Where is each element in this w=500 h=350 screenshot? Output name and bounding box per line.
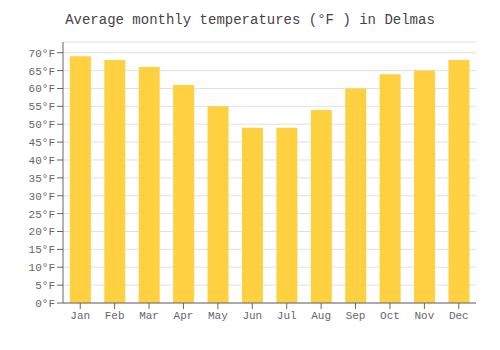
svg-text:5°F: 5°F (35, 280, 55, 292)
html-text:Average monthly temperatures (: Average monthly temperatures (°F ) in De… (65, 12, 435, 28)
svg-text:Oct: Oct (380, 310, 400, 322)
svg-text:Nov: Nov (414, 310, 434, 322)
svg-text:15°F: 15°F (29, 244, 55, 256)
svg-text:Mar: Mar (139, 310, 159, 322)
svg-text:Feb: Feb (105, 310, 125, 322)
svg-text:45°F: 45°F (29, 137, 55, 149)
svg-text:0°F: 0°F (35, 298, 55, 310)
svg-text:40°F: 40°F (29, 155, 55, 167)
svg-text:Dec: Dec (449, 310, 469, 322)
svg-text:20°F: 20°F (29, 226, 55, 238)
svg-text:Jan: Jan (70, 310, 90, 322)
svg-text:70°F: 70°F (29, 48, 55, 60)
svg-text:50°F: 50°F (29, 119, 55, 131)
svg-text:55°F: 55°F (29, 101, 55, 113)
svg-text:60°F: 60°F (29, 83, 55, 95)
svg-text:30°F: 30°F (29, 191, 55, 203)
svg-text:25°F: 25°F (29, 209, 55, 221)
svg-text:Sep: Sep (346, 310, 366, 322)
svg-text:May: May (208, 310, 228, 322)
svg-text:Apr: Apr (174, 310, 194, 322)
svg-text:35°F: 35°F (29, 173, 55, 185)
svg-text:Jul: Jul (277, 310, 297, 322)
svg-text:Aug: Aug (311, 310, 331, 322)
svg-text:65°F: 65°F (29, 66, 55, 78)
svg-text:10°F: 10°F (29, 262, 55, 274)
svg-text:Jun: Jun (242, 310, 262, 322)
